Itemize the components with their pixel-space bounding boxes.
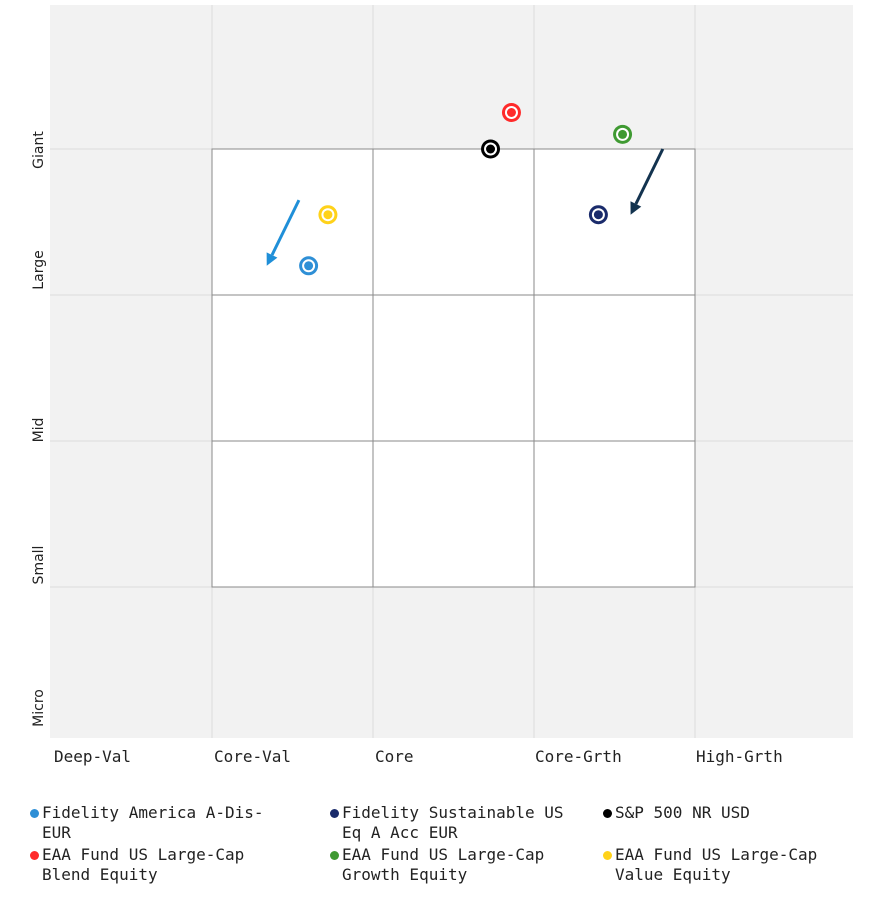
style-box-frame — [211, 148, 696, 588]
legend-item[interactable]: S&P 500 NR USD — [603, 803, 865, 823]
legend-label: Fidelity Sustainable US Eq A Acc EUR — [342, 803, 564, 842]
legend-item[interactable]: Fidelity Sustainable US Eq A Acc EUR — [330, 803, 592, 843]
legend-dot-icon — [330, 809, 339, 818]
style-box — [211, 148, 696, 588]
data-point-4[interactable] — [501, 103, 521, 122]
legend-item[interactable]: EAA Fund US Large-Cap Blend Equity — [30, 845, 292, 885]
data-point-6[interactable] — [318, 205, 338, 225]
x-axis-label: Core-Val — [214, 747, 291, 766]
legend-item[interactable]: Fidelity America A-Dis-EUR — [30, 803, 292, 843]
data-point-5[interactable] — [613, 124, 633, 144]
data-points — [299, 103, 633, 276]
y-axis-label: Mid — [31, 418, 47, 443]
y-axis-label: Micro — [31, 689, 47, 727]
y-axis-labels: Giant Large Mid Small Micro — [31, 131, 47, 727]
legend-label: EAA Fund US Large-Cap Growth Equity — [342, 845, 545, 884]
legend-dot-icon — [30, 851, 39, 860]
annotation-arrow-1 — [266, 199, 301, 266]
legend-item[interactable]: EAA Fund US Large-Cap Value Equity — [603, 845, 865, 885]
legend-dot-icon — [603, 851, 612, 860]
data-point-3[interactable] — [481, 139, 501, 159]
y-axis-label: Large — [31, 250, 47, 289]
legend-label: EAA Fund US Large-Cap Blend Equity — [42, 845, 245, 884]
x-axis-label: Core — [375, 747, 414, 766]
legend-label: EAA Fund US Large-Cap Value Equity — [615, 845, 818, 884]
data-point-1[interactable] — [299, 256, 319, 276]
x-axis-labels: Deep-Val Core-Val Core Core-Grth High-Grth — [54, 747, 783, 766]
annotation-arrow-2 — [630, 148, 665, 215]
legend-item[interactable]: EAA Fund US Large-Cap Growth Equity — [330, 845, 592, 885]
legend-dot-icon — [603, 809, 612, 818]
y-axis-label: Small — [31, 546, 47, 585]
legend-dot-icon — [330, 851, 339, 860]
legend-dot-icon — [30, 809, 39, 818]
y-axis-label: Giant — [31, 131, 47, 169]
data-point-2[interactable] — [588, 205, 608, 225]
annotation-arrows — [266, 148, 665, 266]
x-axis-label: Core-Grth — [535, 747, 622, 766]
x-axis-label: High-Grth — [696, 747, 783, 766]
legend-label: Fidelity America A-Dis-EUR — [42, 803, 264, 842]
legend-label: S&P 500 NR USD — [615, 803, 750, 822]
x-axis-label: Deep-Val — [54, 747, 131, 766]
